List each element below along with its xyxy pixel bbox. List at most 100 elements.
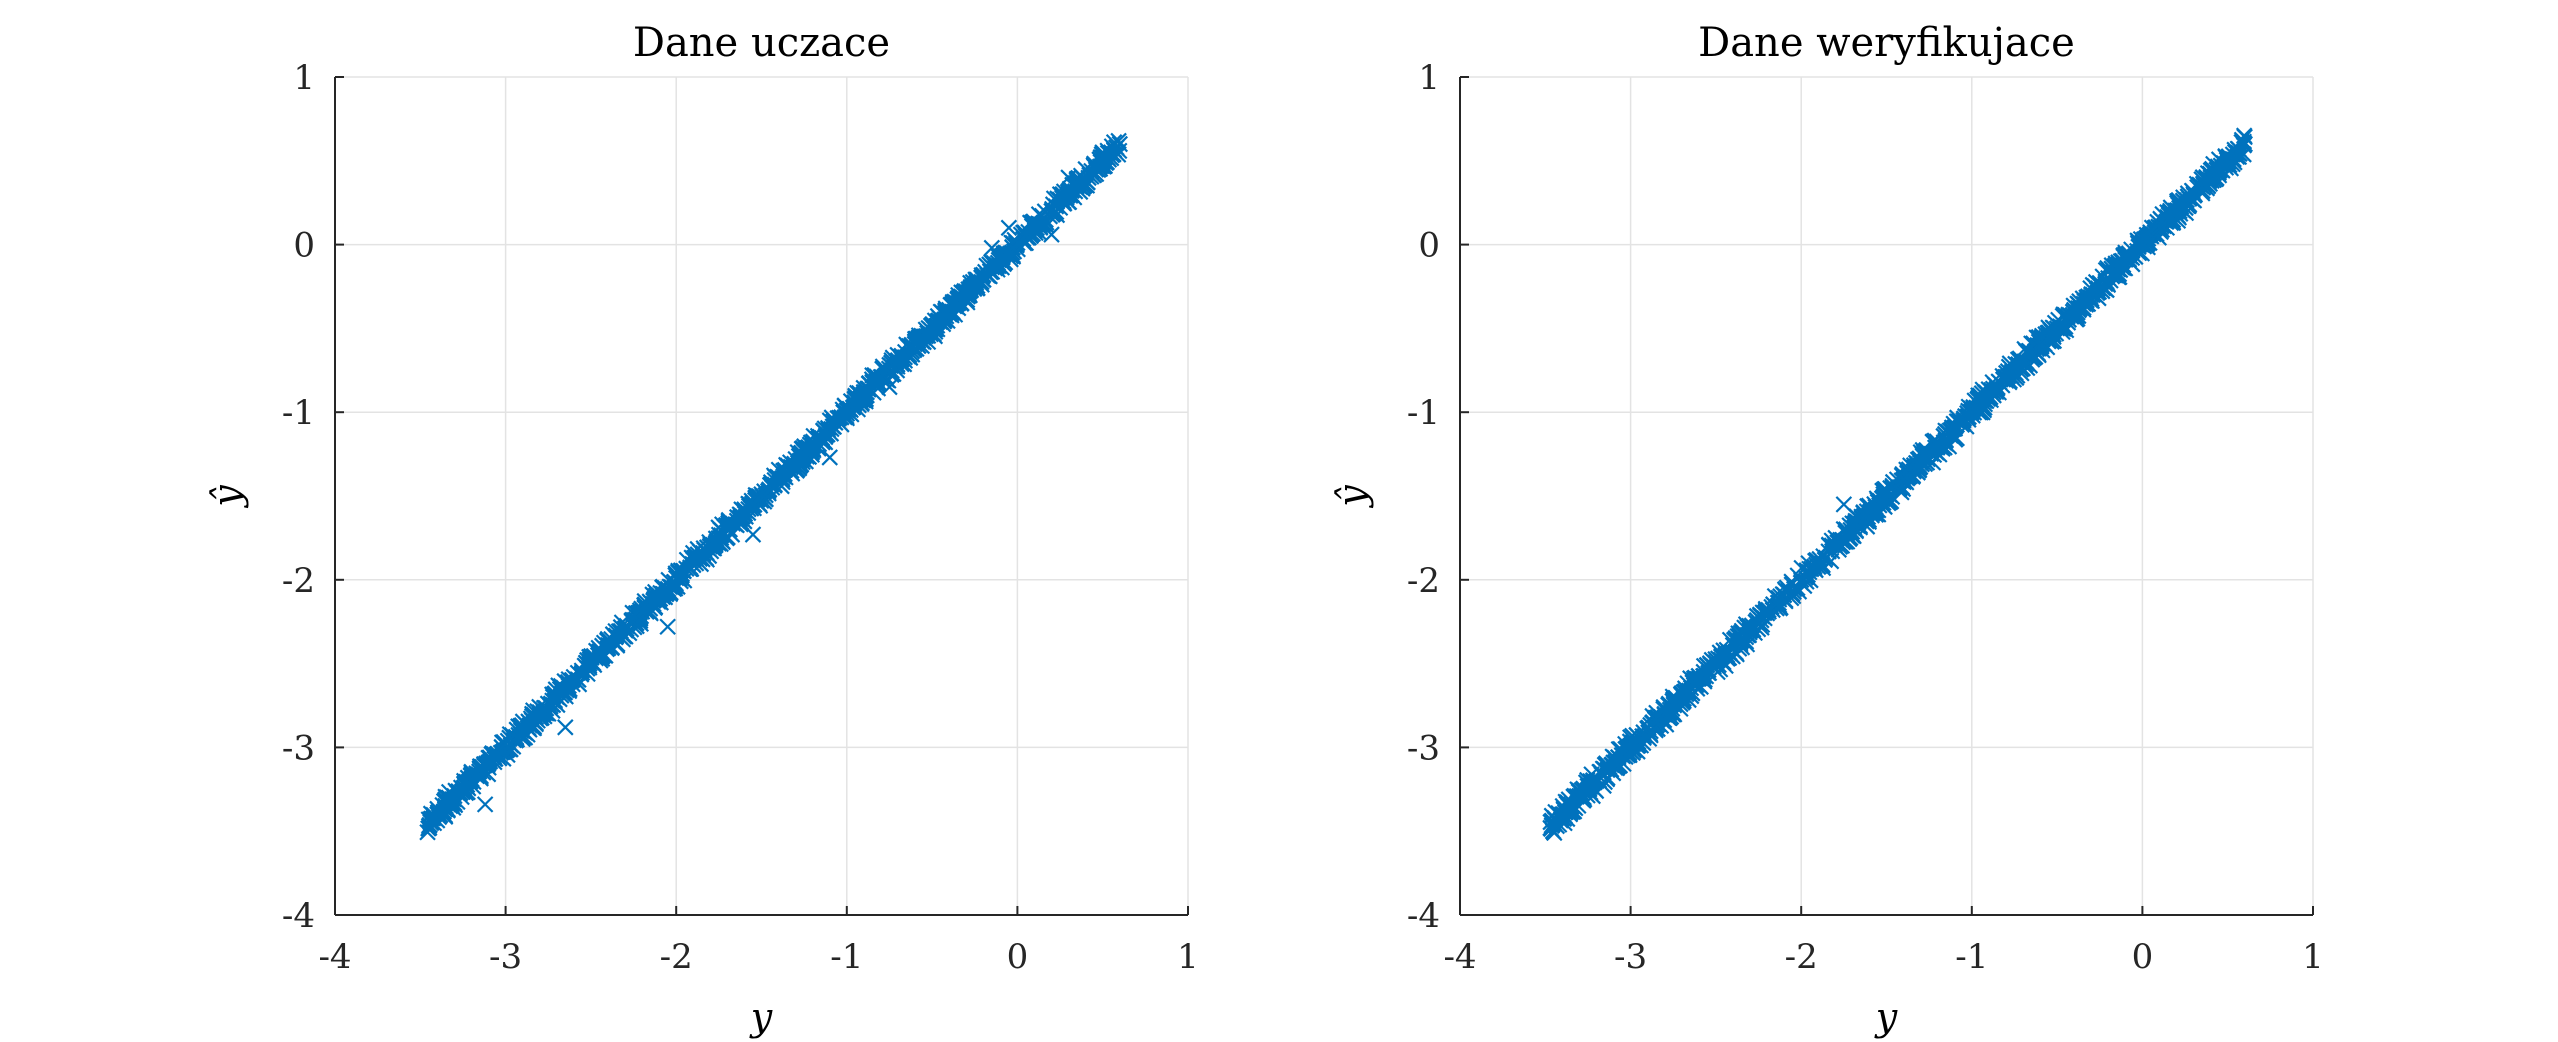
scatter-point (1617, 735, 1634, 753)
scatter-point (1595, 777, 1612, 795)
scatter-point (2027, 348, 2044, 366)
y-tick-label: 1 (1418, 58, 1440, 98)
scatter-point (2205, 155, 2222, 173)
data-point (684, 551, 702, 568)
data-point (531, 703, 548, 721)
data-point (881, 378, 898, 396)
y-tick-label: -3 (282, 728, 315, 768)
scatter-point (2019, 342, 2037, 360)
scatter-point (1929, 439, 1946, 456)
data-point (582, 653, 600, 671)
data-point (1861, 504, 1878, 522)
scatter-point (1960, 398, 1978, 416)
data-point (2014, 353, 2032, 371)
data-point (599, 636, 617, 654)
scatter-point (994, 248, 1011, 266)
data-point (1043, 226, 1060, 243)
scatter-point (2047, 325, 2065, 342)
scatter-point (2117, 246, 2134, 264)
data-point (975, 266, 992, 284)
data-point (476, 796, 494, 813)
data-point (1094, 149, 1111, 166)
scatter-point (1876, 480, 1894, 498)
scatter-point (2151, 215, 2168, 233)
y-axis-label: ŷ (1330, 485, 1374, 509)
scatter-point (1641, 725, 1658, 742)
data-point (702, 536, 719, 553)
scatter-point (1555, 810, 1573, 828)
data-point (1051, 186, 1069, 203)
data-point (906, 333, 924, 351)
data-point (1068, 177, 1086, 195)
chart-title: Dane weryfikujace (1698, 20, 2075, 66)
data-point (1980, 387, 1998, 404)
data-point (497, 735, 514, 753)
data-point (429, 806, 446, 823)
y-tick-label: 0 (1418, 226, 1440, 266)
data-point (804, 435, 821, 453)
data-point (1929, 435, 1946, 453)
data-point (1827, 538, 1844, 555)
x-tick-label: 0 (1007, 937, 1029, 977)
scatter-point (834, 401, 852, 418)
scatter-point (2117, 244, 2134, 261)
scatter-markers (1542, 127, 2254, 842)
scatter-point (825, 412, 842, 430)
data-point (667, 569, 685, 587)
data-point (1622, 737, 1639, 755)
scatter-point (694, 545, 712, 563)
data-point (923, 316, 941, 334)
data-point (787, 450, 804, 468)
scatter-point (2100, 261, 2117, 279)
scatter-point (860, 381, 877, 398)
scatter-point (757, 486, 774, 504)
data-point (1051, 199, 1069, 217)
y-tick-label: -4 (1407, 896, 1440, 936)
x-axis-label: y (749, 995, 773, 1039)
data-point (1605, 754, 1622, 771)
data-point (1673, 687, 1691, 704)
scatter-point (2103, 260, 2120, 277)
scatter-point (636, 592, 654, 610)
data-point (1111, 135, 1129, 153)
x-tick-label: -4 (1443, 937, 1476, 977)
scatter-point (1855, 504, 1872, 521)
scatter-point (1594, 760, 1612, 777)
scatter-point (522, 710, 540, 727)
data-point (514, 722, 531, 739)
scatter-point (786, 456, 803, 473)
y-tick-label: -2 (282, 561, 315, 601)
data-point (2236, 135, 2254, 153)
data-point (838, 402, 856, 419)
data-point (992, 249, 1009, 267)
scatter-point (728, 512, 746, 530)
scatter-point (2201, 175, 2219, 193)
data-point (2185, 186, 2202, 203)
data-point (2065, 301, 2083, 319)
x-tick-label: -2 (660, 937, 693, 977)
data-point (736, 501, 753, 518)
data-point (650, 589, 668, 607)
scatter-point (682, 560, 699, 578)
x-tick-label: 0 (2132, 937, 2154, 977)
data-point (1690, 670, 1708, 687)
data-point (2048, 320, 2066, 337)
scatter-point (593, 637, 611, 655)
scatter-point (850, 396, 868, 414)
scatter-point (2045, 319, 2062, 337)
scatter-point (1675, 692, 1692, 710)
x-tick-label: -3 (1614, 937, 1647, 977)
data-point (642, 605, 659, 622)
data-point (1707, 655, 1725, 672)
data-point (1844, 519, 1861, 537)
scatter-point (2001, 355, 2019, 372)
scatter-point (762, 474, 780, 491)
scatter-point (581, 659, 598, 676)
y-tick-label: -4 (282, 896, 315, 936)
scatter-point (1560, 791, 1578, 808)
y-tick-label: -1 (1407, 393, 1440, 433)
data-point (2151, 219, 2168, 237)
scatter-point (1777, 582, 1794, 599)
data-point (1878, 486, 1895, 503)
